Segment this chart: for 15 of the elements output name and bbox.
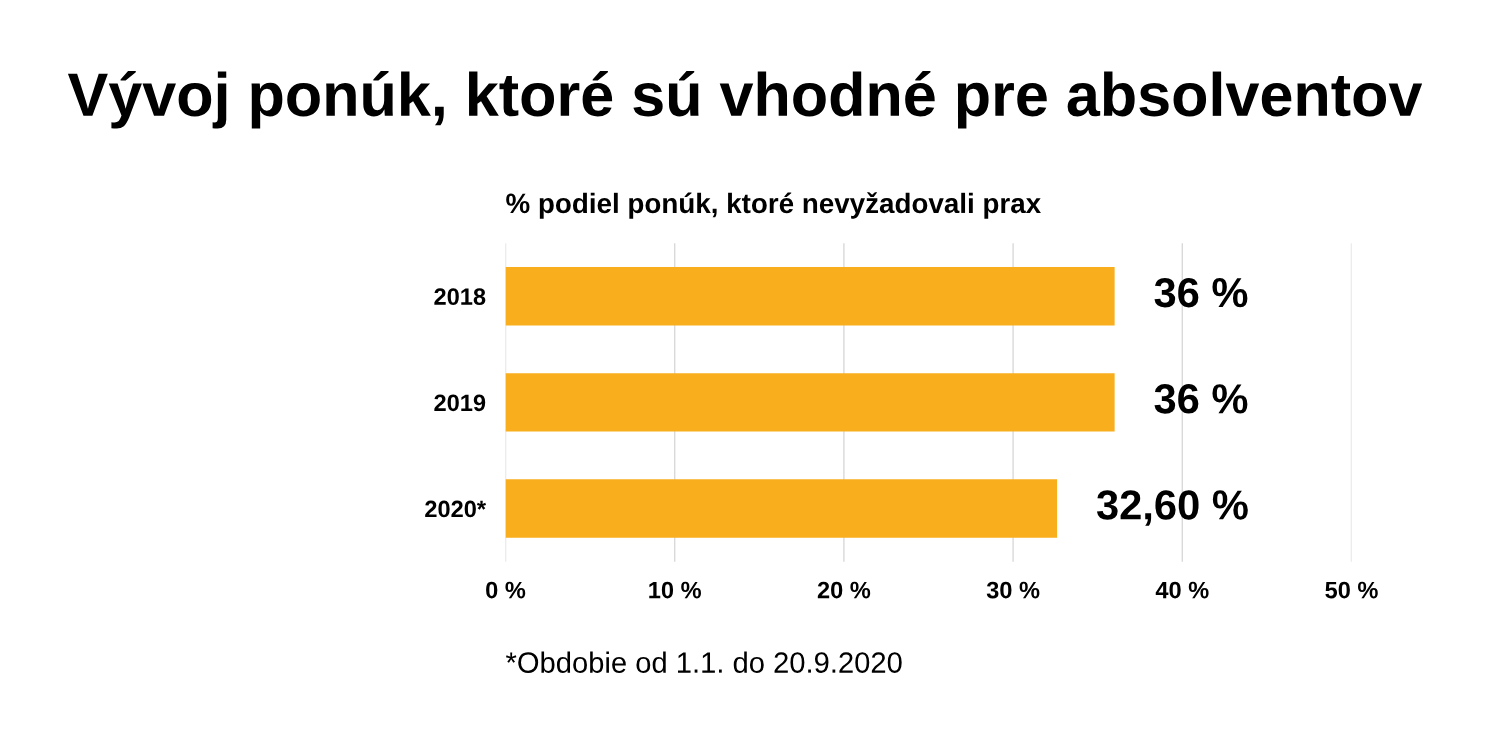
data-label: 36 %: [1154, 384, 1248, 414]
y-tick-label: 2020*: [425, 500, 487, 518]
y-tick-label: 2018: [434, 288, 486, 305]
x-tick-label: 40 %: [1155, 581, 1209, 599]
chart-title: Vývoj ponúk, ktoré sú vhodné pre absolventov: [67, 71, 1423, 129]
data-label: 36 %: [1154, 277, 1248, 308]
y-tick-label: 2019: [434, 394, 486, 412]
x-tick-label: 50 %: [1325, 581, 1378, 599]
x-tick-label: 0 %: [486, 581, 526, 599]
x-tick-label: 20 %: [817, 581, 871, 599]
chart-subtitle: % podiel ponúk, ktoré nevyžadovali prax: [506, 192, 1041, 219]
data-label: 32,60 %: [1096, 490, 1248, 526]
x-tick-label: 10 %: [649, 581, 701, 599]
text: *Obdobie od 1.1. do 20.9.2020: [505, 651, 902, 673]
x-tick-label: 30 %: [986, 581, 1040, 599]
